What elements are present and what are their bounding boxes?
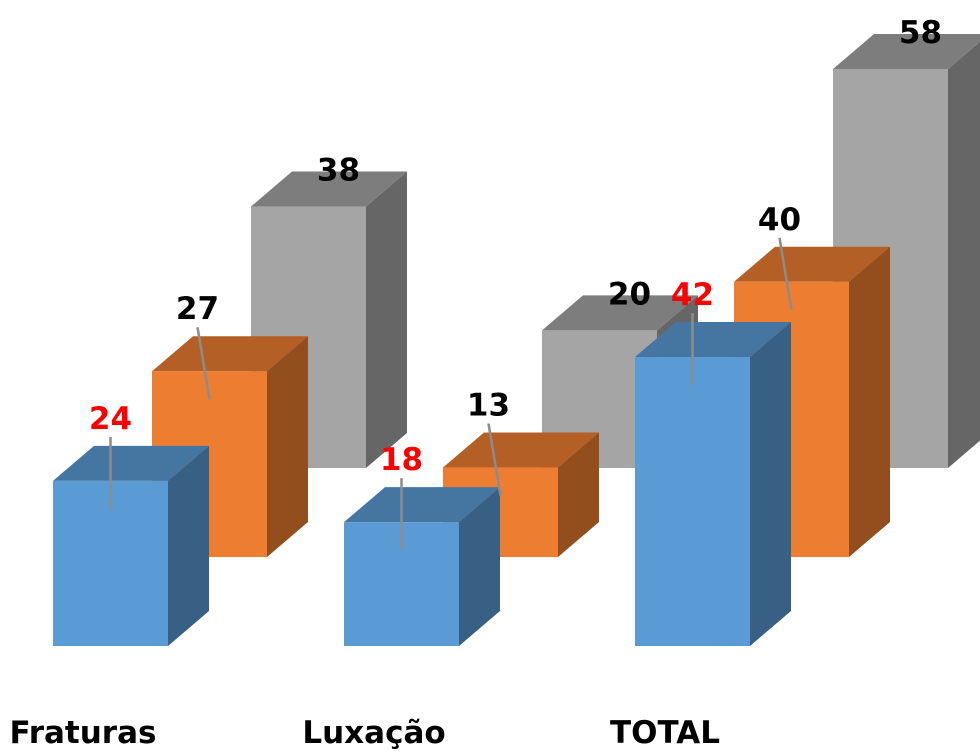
data-label: 38 — [317, 153, 360, 189]
data-label: 20 — [608, 276, 651, 312]
category-label: Fraturas — [10, 715, 157, 751]
bar-top-face — [53, 445, 209, 481]
category-label: TOTAL — [610, 715, 720, 751]
bar-side-face — [558, 432, 599, 557]
bar-top-face — [635, 322, 791, 358]
bar-side-face — [948, 41, 980, 468]
bar-side-face — [849, 246, 890, 558]
bar-top-face — [542, 295, 698, 331]
bar-side-face — [168, 445, 209, 646]
bar-s2-total — [734, 246, 890, 558]
bar-side-face — [366, 171, 407, 468]
bar-side-face — [459, 487, 500, 646]
data-label: 42 — [671, 277, 714, 313]
data-label: 40 — [758, 202, 801, 238]
data-label: 27 — [176, 291, 219, 327]
bar-side-face — [750, 322, 791, 646]
bar-top-face — [734, 246, 890, 282]
leader-line — [196, 327, 211, 400]
data-label: 58 — [899, 15, 942, 51]
bar-top-face — [443, 432, 599, 468]
bar-s1-fraturas — [53, 445, 209, 646]
bar-s1-luxao — [344, 487, 500, 646]
bar-front-face — [635, 357, 750, 646]
data-label: 18 — [380, 442, 423, 478]
category-label: Luxação — [302, 715, 445, 751]
leader-line — [487, 423, 502, 496]
leader-line — [778, 237, 793, 311]
data-label: 24 — [89, 401, 132, 437]
bar-s1-total — [635, 322, 791, 646]
bar-top-face — [251, 171, 407, 207]
bar-side-face — [267, 336, 308, 557]
bar-top-face — [344, 487, 500, 523]
data-label: 13 — [467, 388, 510, 424]
bar-top-face — [152, 336, 308, 372]
bar-top-face — [833, 33, 980, 69]
